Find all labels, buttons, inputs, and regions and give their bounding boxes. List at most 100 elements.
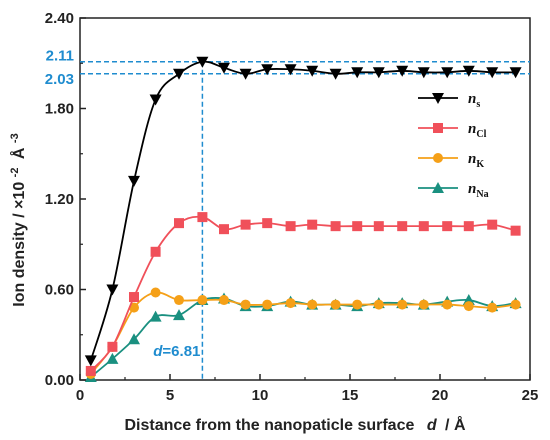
peak-distance-value: =6.81 xyxy=(162,343,200,360)
data-point xyxy=(306,65,319,77)
legend-subscript: Cl xyxy=(476,129,486,140)
series-k xyxy=(85,287,521,379)
x-tick-label: 10 xyxy=(252,387,269,404)
y-axis-unit: Å xyxy=(9,147,28,159)
data-point xyxy=(240,219,251,230)
legend-item-cl: nCl xyxy=(418,121,487,140)
data-point xyxy=(442,299,453,310)
data-point xyxy=(441,67,454,79)
legend-symbol: n xyxy=(468,121,476,137)
data-point xyxy=(285,298,296,309)
data-point xyxy=(373,299,384,310)
legend-item-na: nNa xyxy=(418,181,489,200)
data-point xyxy=(174,218,184,229)
data-point xyxy=(432,182,444,193)
reference-value-label: 2.11 xyxy=(46,48,74,65)
data-point xyxy=(463,301,474,312)
x-axis-symbol: d xyxy=(427,417,438,434)
legend-label: nNa xyxy=(468,181,489,200)
series-cl xyxy=(85,212,521,376)
x-axis-title-text: Distance from the nanopaticle surface xyxy=(125,417,415,434)
data-point xyxy=(330,299,341,310)
data-point xyxy=(284,64,297,76)
data-point xyxy=(373,221,384,232)
data-point xyxy=(418,299,429,310)
x-tick-label: 20 xyxy=(432,387,449,404)
data-point xyxy=(510,299,521,310)
data-point xyxy=(262,299,273,310)
data-point xyxy=(432,93,444,104)
data-point xyxy=(397,299,408,310)
legend-item-k: nK xyxy=(418,151,484,170)
data-point xyxy=(150,246,161,257)
legend-label: ns xyxy=(468,91,480,110)
y-tick-label: 1.20 xyxy=(45,191,74,208)
series-layer xyxy=(84,56,522,382)
x-tick-label: 5 xyxy=(166,387,174,404)
data-point xyxy=(396,65,409,77)
series-s xyxy=(84,56,522,367)
y-tick-label: 0.00 xyxy=(45,372,74,389)
data-point xyxy=(196,56,209,68)
y-tick-label: 1.80 xyxy=(45,101,74,118)
legend-subscript: Na xyxy=(476,189,488,200)
data-point xyxy=(106,284,119,296)
data-point xyxy=(351,67,364,79)
y-tick-label: 0.60 xyxy=(45,282,74,299)
x-tick-label: 15 xyxy=(342,387,359,404)
data-point xyxy=(307,219,318,230)
data-point xyxy=(197,295,208,306)
data-point xyxy=(433,123,443,133)
legend-label: nK xyxy=(468,151,484,170)
plot-frame xyxy=(79,17,531,381)
x-axis: 0 5 10 15 20 25 xyxy=(76,374,539,404)
data-point xyxy=(240,299,251,310)
data-point xyxy=(509,67,522,79)
data-point xyxy=(462,65,475,77)
data-point xyxy=(107,341,118,352)
legend-subscript: K xyxy=(476,159,484,170)
data-point xyxy=(149,310,162,322)
y-tick-label: 2.40 xyxy=(45,10,74,27)
data-point xyxy=(219,295,229,306)
data-point xyxy=(149,94,162,106)
legend-label: nCl xyxy=(468,121,487,140)
x-axis-title: Distance from the nanopaticle surface d … xyxy=(125,415,466,434)
data-point xyxy=(442,221,453,232)
plot-area xyxy=(79,17,531,381)
data-point xyxy=(510,225,521,236)
data-point xyxy=(239,68,252,80)
legend-symbol: n xyxy=(468,181,476,197)
data-point xyxy=(418,221,429,232)
reference-lines: 2.11 2.03 d=6.81 xyxy=(45,48,530,380)
y-axis-exp: -2 xyxy=(9,168,21,178)
data-point xyxy=(197,212,208,223)
legend-symbol: n xyxy=(468,151,476,167)
peak-distance-symbol: d xyxy=(153,343,163,360)
x-tick-label: 25 xyxy=(522,387,539,404)
data-point xyxy=(352,299,363,310)
peak-distance-label: d=6.81 xyxy=(153,343,200,360)
data-point xyxy=(85,365,96,376)
data-point xyxy=(372,67,385,79)
data-point xyxy=(219,224,229,235)
data-point xyxy=(173,309,185,321)
data-point xyxy=(174,295,184,306)
data-point xyxy=(307,299,318,310)
data-point xyxy=(150,287,161,298)
x-axis-unit: / Å xyxy=(445,415,466,434)
data-point xyxy=(128,333,140,345)
data-point xyxy=(487,302,498,313)
legend-symbol: n xyxy=(468,91,476,107)
data-point xyxy=(128,175,140,187)
data-point xyxy=(330,221,341,232)
y-axis: 0.00 0.60 1.20 1.80 2.40 xyxy=(45,10,86,389)
data-point xyxy=(129,292,139,303)
series-line xyxy=(90,296,516,378)
data-point xyxy=(417,67,430,79)
y-axis-title-text: Ion density / ×10 xyxy=(11,182,28,307)
x-tick-label: 0 xyxy=(76,387,84,404)
legend-subscript: s xyxy=(476,99,480,110)
